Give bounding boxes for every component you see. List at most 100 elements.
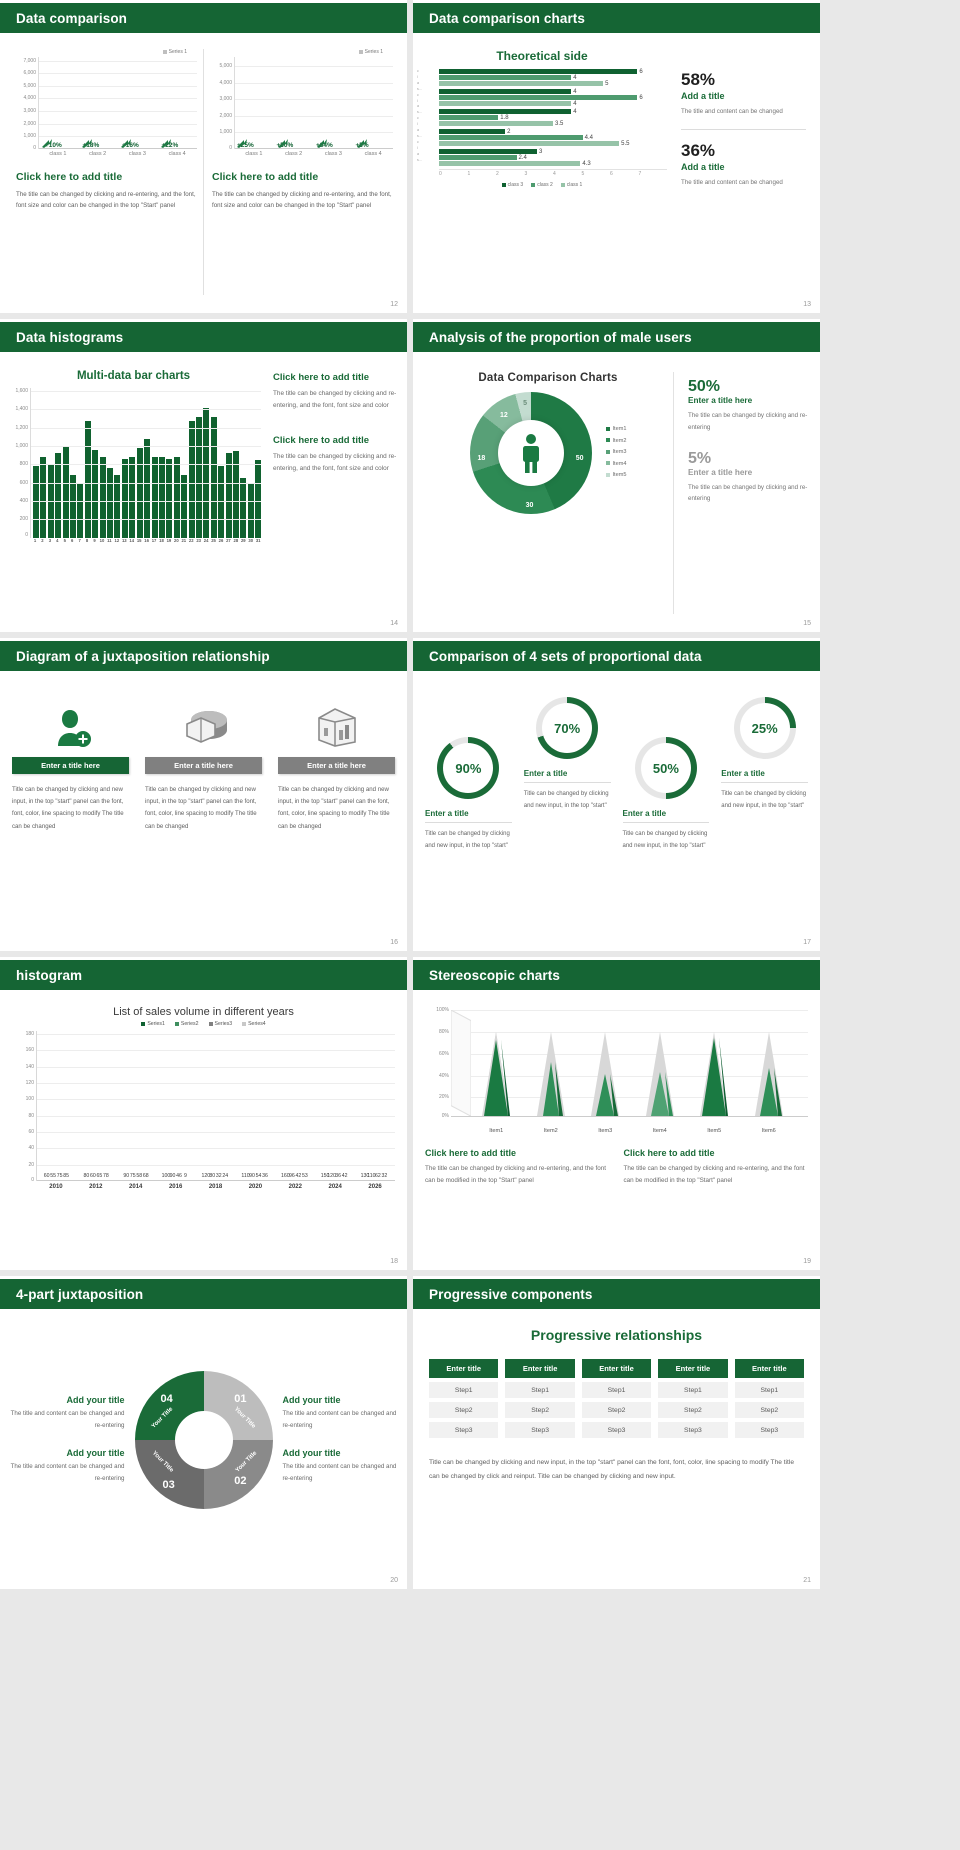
x-axis-labels: class 1 class 2 class 3 class 4 bbox=[245, 151, 382, 157]
step-cell[interactable]: Step2 bbox=[581, 1402, 652, 1418]
wheel-center bbox=[174, 1411, 233, 1469]
ring-value: 90% bbox=[455, 760, 482, 776]
cone-bar bbox=[477, 1018, 515, 1118]
bar-category: 4 6 4 bbox=[439, 89, 667, 107]
step-cell[interactable]: Step3 bbox=[734, 1422, 805, 1438]
column-body: Title can be changed by clicking and new… bbox=[278, 786, 390, 830]
step-cell[interactable]: Step3 bbox=[658, 1422, 728, 1438]
slide-male-users-proportion: Analysis of the proportion of male users… bbox=[413, 319, 820, 632]
slide-juxtaposition-diagram: Diagram of a juxtaposition relationship … bbox=[0, 638, 407, 951]
stat-body: The title and content can be changed bbox=[681, 179, 783, 187]
chart-legend: Series1 Series2 Series3 Series4 bbox=[12, 1021, 395, 1027]
stat-title: Enter a title here bbox=[688, 467, 753, 477]
page-number: 14 bbox=[390, 620, 398, 627]
chart-legend: Item1 Item2 Item3 Item4 Item5 bbox=[605, 424, 627, 481]
grouped-bar-chart: 180 160 140 120 100 80 60 40 20 0 bbox=[12, 1031, 395, 1183]
stat-title: Add a title bbox=[681, 90, 725, 101]
y-axis-labels: c l a s… c l a s… c l a s… c l a s… bbox=[417, 69, 423, 162]
x-axis-labels: class 1 class 2 class 3 class 4 bbox=[49, 151, 186, 157]
pie-3d-icon bbox=[185, 711, 227, 743]
juxtaposition-column: Enter a title here Title can be changed … bbox=[274, 697, 399, 933]
section-heading: Progressive relationships bbox=[530, 1327, 703, 1343]
slide-title: histogram bbox=[16, 967, 83, 983]
text-block: Click here to add title The title can be… bbox=[273, 372, 397, 413]
text-block: Click here to add title The title can be… bbox=[425, 1148, 610, 1188]
column-title: Click here to add title bbox=[212, 171, 319, 183]
step-cell[interactable]: Step2 bbox=[505, 1402, 575, 1418]
ring-value: 25% bbox=[751, 720, 778, 736]
column-body: Title can be changed by clicking and new… bbox=[12, 786, 124, 830]
bar-category: 2 4.4 5.5 bbox=[439, 129, 667, 147]
cone-bar bbox=[641, 1018, 679, 1118]
stat-block: 5% Enter a title here The title can be c… bbox=[688, 450, 810, 506]
ring-cell: 90% Enter a title Title can be changed b… bbox=[419, 685, 518, 935]
cone-bar bbox=[532, 1018, 570, 1118]
progressive-table: Enter title Step1 Step2 Step3 Enter titl… bbox=[429, 1359, 805, 1438]
text-block: Add your title The title and content can… bbox=[8, 1395, 125, 1432]
step-cell[interactable]: Step1 bbox=[429, 1382, 499, 1398]
slide-header: Diagram of a juxtaposition relationship bbox=[0, 641, 407, 671]
slide-header: Data histograms bbox=[0, 322, 407, 352]
block-body: The title and content can be changed and… bbox=[282, 1409, 397, 1429]
y-axis: 5,000 4,000 3,000 2,000 1,000 0 bbox=[219, 63, 232, 152]
block-body: The title can be changed by clicking and… bbox=[425, 1165, 606, 1185]
page-number: 13 bbox=[803, 301, 811, 308]
slide-title: Stereoscopic charts bbox=[429, 967, 560, 983]
y-axis: 1,600 1,400 1,200 1,000 800 600 400 200 … bbox=[15, 388, 28, 538]
page-number: 19 bbox=[803, 1258, 811, 1265]
footer-text: Title can be changed by clicking and new… bbox=[429, 1459, 794, 1480]
slide-title: Analysis of the proportion of male users bbox=[429, 329, 692, 345]
ring-body: Title can be changed by clicking and new… bbox=[523, 791, 609, 809]
ring-value: 50% bbox=[652, 760, 679, 776]
text-block: Click here to add title The title can be… bbox=[624, 1148, 809, 1188]
histogram-chart: 1,600 1,400 1,200 1,000 800 600 400 200 … bbox=[6, 388, 262, 538]
column-label[interactable]: Enter a title here bbox=[278, 757, 395, 774]
slide-progressive-components: Progressive components Progressive relat… bbox=[413, 1276, 820, 1589]
step-cell[interactable]: Step2 bbox=[429, 1402, 499, 1418]
step-cell[interactable]: Step1 bbox=[734, 1382, 805, 1398]
column-label[interactable]: Enter a title here bbox=[12, 757, 129, 774]
slide-data-histograms: Data histograms Multi-data bar charts 1,… bbox=[0, 319, 407, 632]
stat-value: 5% bbox=[688, 449, 712, 467]
step-cell[interactable]: Step2 bbox=[658, 1402, 728, 1418]
step-header[interactable]: Enter title bbox=[505, 1359, 575, 1378]
ring-value: 70% bbox=[554, 720, 581, 736]
step-cell[interactable]: Step2 bbox=[734, 1402, 805, 1418]
ring-title: Enter a title bbox=[523, 769, 568, 778]
step-header[interactable]: Enter title bbox=[429, 1359, 499, 1378]
slide-header: Data comparison charts bbox=[413, 3, 820, 33]
cone-bar bbox=[586, 1018, 624, 1118]
juxtaposition-column: Enter a title here Title can be changed … bbox=[8, 697, 133, 933]
column-title: Click here to add title bbox=[16, 171, 123, 183]
ring-body: Title can be changed by clicking and new… bbox=[425, 831, 510, 849]
page-number: 15 bbox=[803, 620, 811, 627]
progress-ring: 25% bbox=[733, 697, 796, 759]
step-cell[interactable]: Step1 bbox=[581, 1382, 652, 1398]
step-cell[interactable]: Step3 bbox=[505, 1422, 575, 1438]
step-cell[interactable]: Step3 bbox=[581, 1422, 652, 1438]
block-title: Add your title bbox=[66, 1448, 125, 1458]
column-label[interactable]: Enter a title here bbox=[145, 757, 262, 774]
y-axis: 100% 80% 60% 40% 20% 0% bbox=[436, 1007, 449, 1120]
slice-label: 12 bbox=[500, 411, 508, 419]
step-header[interactable]: Enter title bbox=[581, 1359, 652, 1378]
wheel-label: Your Title bbox=[150, 1406, 174, 1430]
step-header[interactable]: Enter title bbox=[734, 1359, 805, 1378]
step-cell[interactable]: Step1 bbox=[505, 1382, 575, 1398]
wheel-label: Your Title bbox=[235, 1450, 259, 1474]
block-title: Add your title bbox=[282, 1448, 341, 1458]
slide-title: Data comparison bbox=[16, 10, 128, 26]
step-cell[interactable]: Step1 bbox=[658, 1382, 728, 1398]
stat-value: 58% bbox=[681, 70, 716, 89]
slide-title: 4-part juxtaposition bbox=[16, 1286, 144, 1302]
step-cell[interactable]: Step3 bbox=[429, 1422, 499, 1438]
step-header[interactable]: Enter title bbox=[658, 1359, 728, 1378]
step-column: Enter title Step1 Step2 Step3 bbox=[658, 1359, 728, 1438]
wheel-number: 02 bbox=[234, 1475, 247, 1487]
slide-title: Diagram of a juxtaposition relationship bbox=[16, 648, 270, 664]
page-number: 12 bbox=[390, 301, 398, 308]
chart-title: Multi-data bar charts bbox=[76, 370, 191, 382]
chart-title: Theoretical side bbox=[496, 49, 588, 63]
cone-bar bbox=[750, 1018, 788, 1118]
